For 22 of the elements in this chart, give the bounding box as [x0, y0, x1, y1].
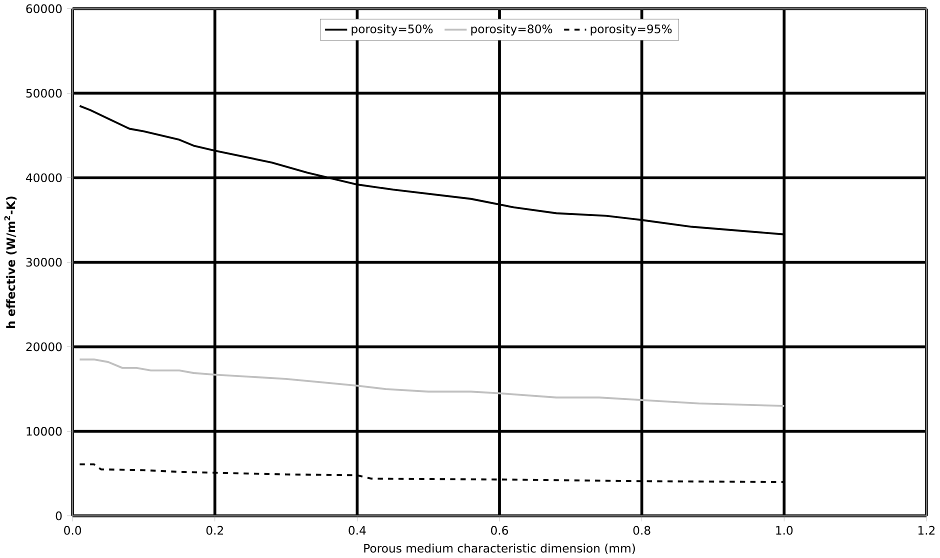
y-tick-label: 0 [56, 511, 62, 520]
x-tick-label: 1.2 [918, 526, 935, 534]
x-tick-label: 0.8 [633, 526, 650, 535]
y-tick-label: 40000 [26, 173, 62, 182]
line-series [78, 104, 786, 236]
x-tick-label: 0.6 [491, 526, 508, 535]
x-tick-label: 0.4 [348, 526, 366, 535]
x-tick-label: 1.0 [776, 526, 793, 535]
y-tick-label: 60000 [26, 4, 62, 13]
y-tick-label: 20000 [26, 342, 62, 352]
line-series [78, 463, 786, 483]
y-tick-label: 30000 [26, 258, 62, 267]
legend-label: porosity=80% [471, 24, 552, 36]
y-tick-label: 10000 [26, 426, 62, 436]
y-axis-title: h effective (W/m$^{2}$-K) [4, 196, 17, 328]
x-tick-label: 0.2 [206, 526, 223, 535]
x-tick-label: 0.0 [64, 526, 82, 535]
x-axis-title: Porous medium characteristic dimension (mm) [364, 543, 635, 554]
line-series [78, 358, 786, 407]
legend-label: porosity=50% [352, 24, 433, 36]
legend-label: porosity=95% [590, 24, 672, 36]
y-tick-label: 50000 [26, 88, 62, 98]
